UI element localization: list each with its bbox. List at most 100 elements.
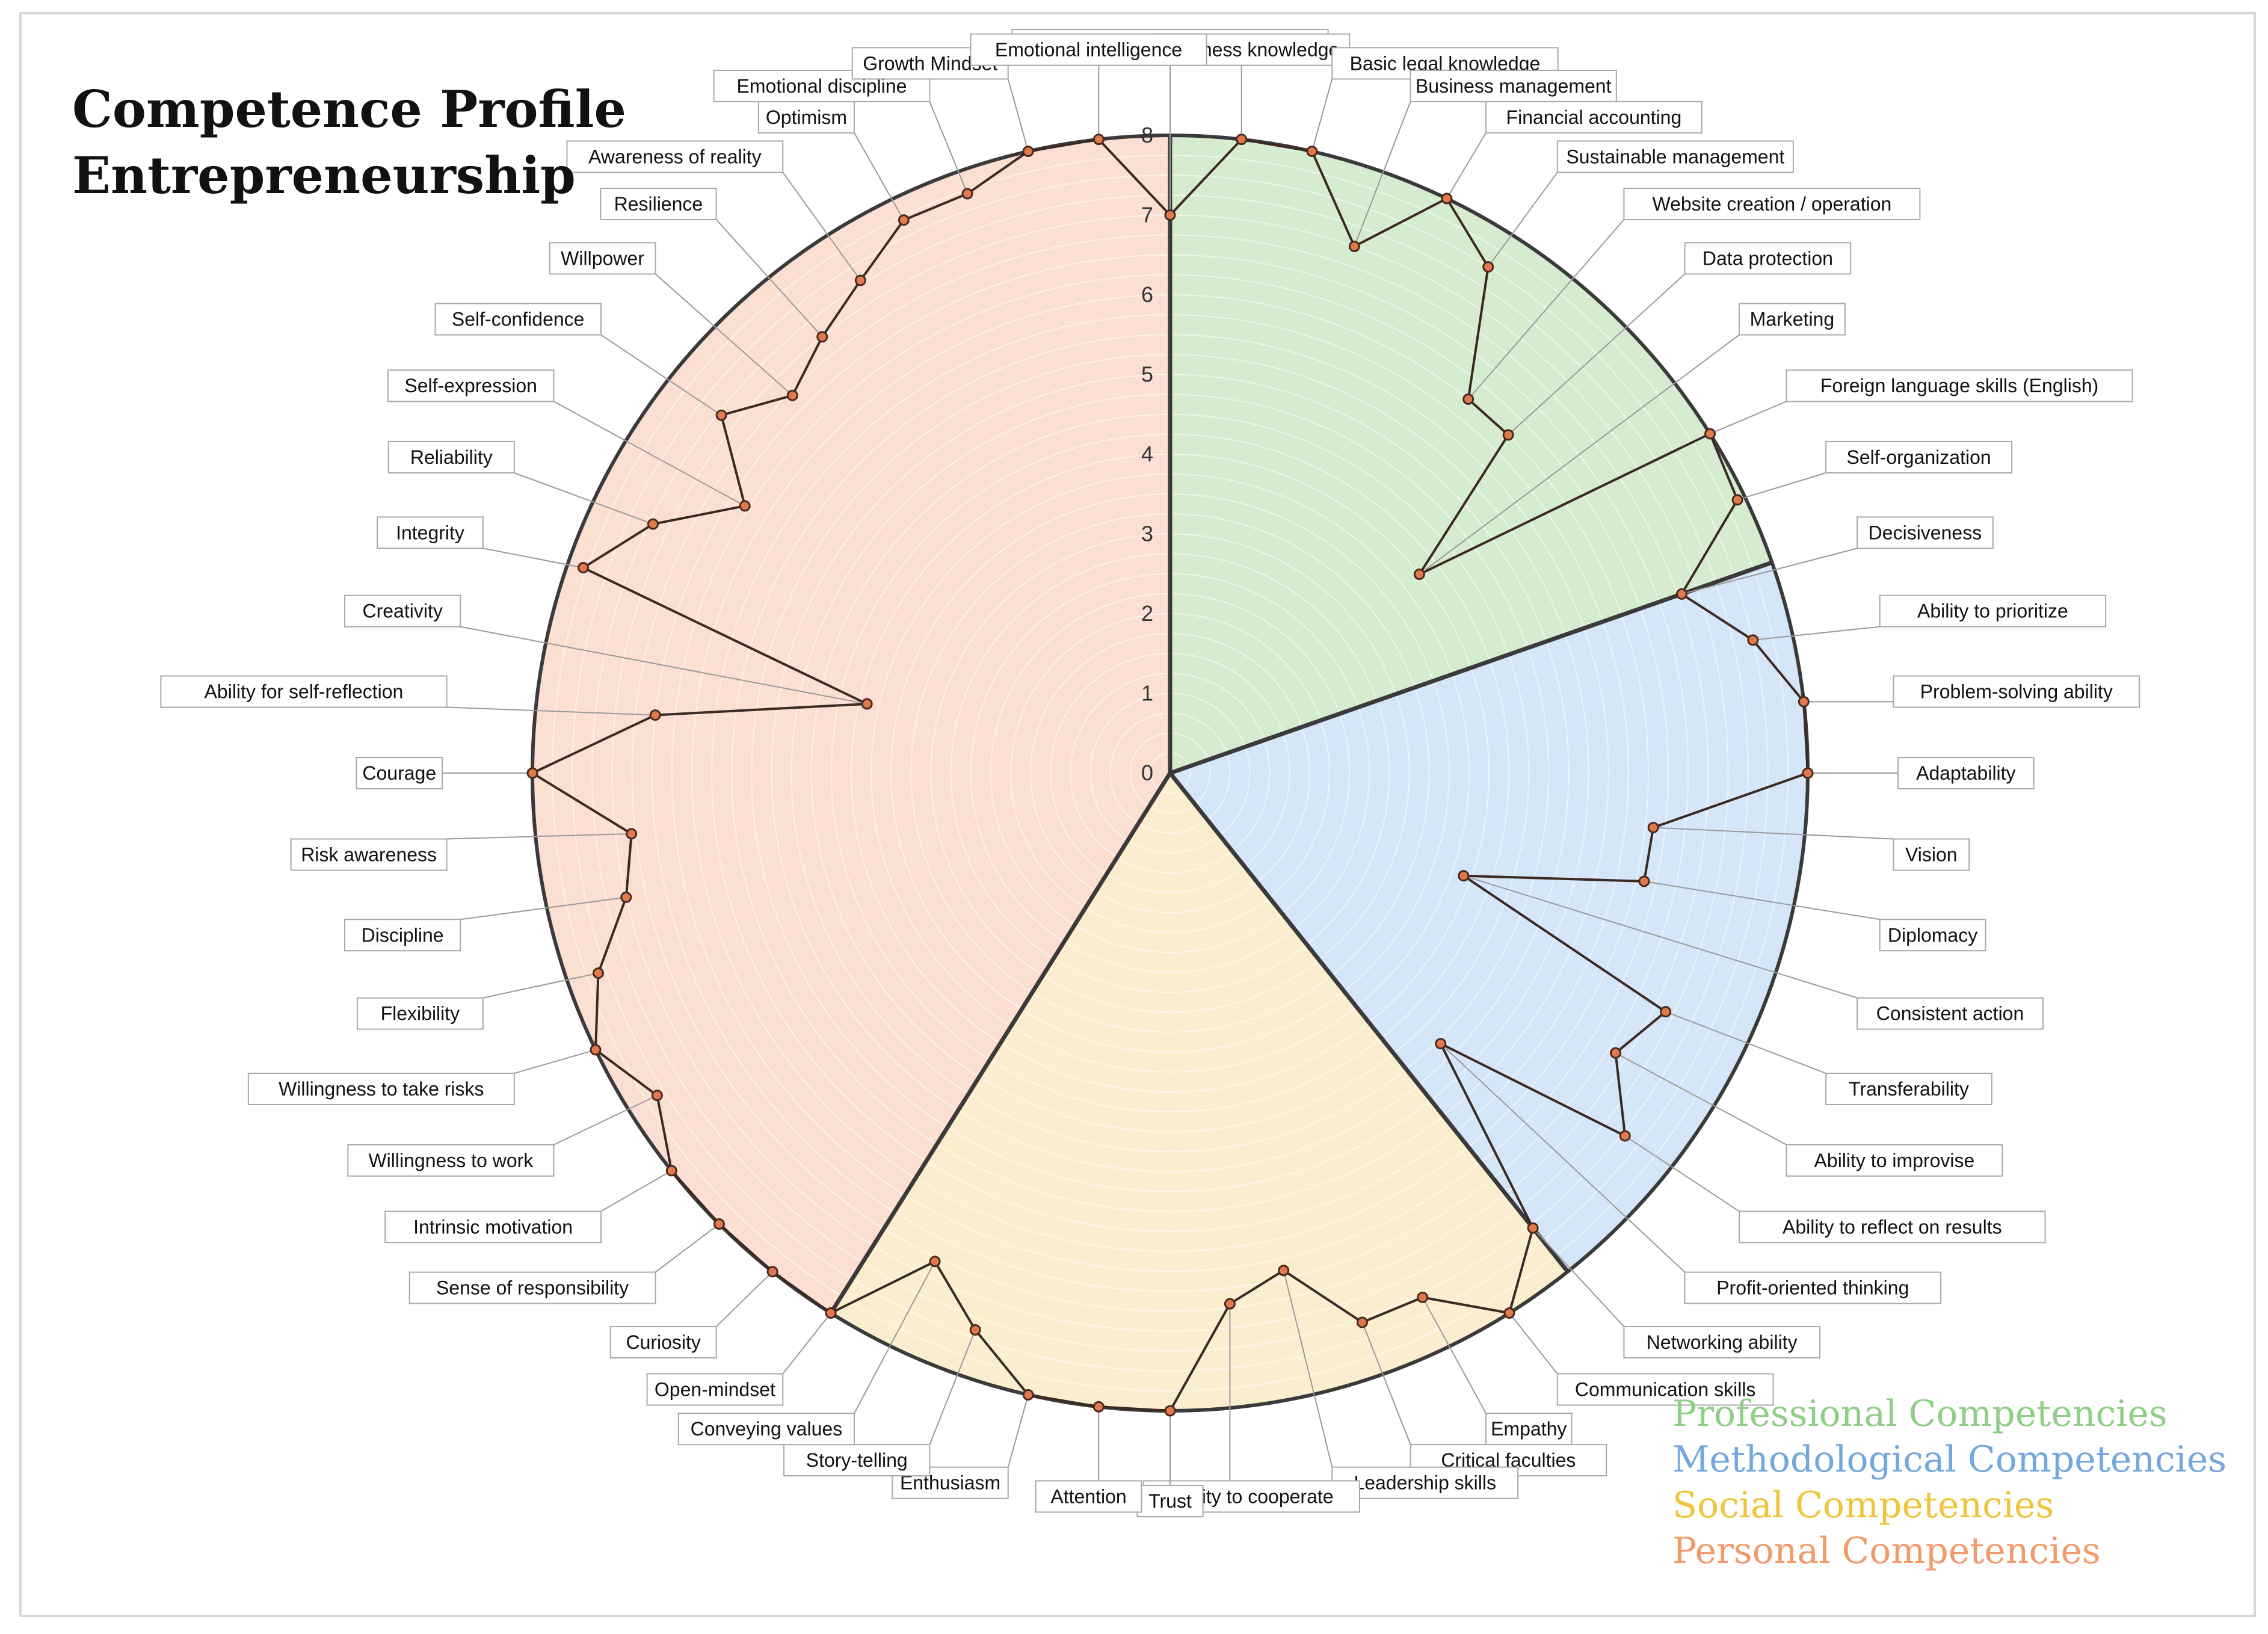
leader-line: [1440, 1043, 1686, 1273]
label-integrity: Integrity: [396, 522, 464, 543]
label-box: [1739, 1210, 2046, 1244]
data-point-critical-faculties: [1356, 1316, 1368, 1328]
data-point-ability-for-self-reflection: [649, 709, 661, 721]
data-point-problem-solving-ability: [1798, 695, 1810, 708]
data-point-emotional-discipline: [961, 188, 973, 200]
label-box: [1879, 919, 1986, 952]
leader-line: [1419, 334, 1740, 575]
leader-line: [1422, 1296, 1487, 1414]
data-point-communication-skills: [1503, 1307, 1515, 1319]
data-point-ability-to-reflect-on-results: [1619, 1130, 1631, 1142]
label-box: [434, 303, 602, 336]
label-profit-oriented-thinking: Profit-oriented thinking: [1716, 1277, 1909, 1299]
data-point-willingness-to-take-risks: [590, 1044, 602, 1056]
data-point-data-protection: [1502, 429, 1514, 441]
leader-line: [446, 706, 656, 716]
label-box: [1893, 838, 1970, 871]
label-box: [387, 441, 515, 474]
data-point-attention: [1092, 1401, 1105, 1413]
label-box: [1331, 1466, 1519, 1499]
leader-line: [460, 626, 867, 704]
label-self-expression: Self-expression: [404, 375, 537, 396]
data-point-self-expression: [739, 500, 751, 512]
label-box: [1684, 242, 1852, 275]
label-conveying-values: Conveying values: [691, 1418, 843, 1440]
label-box: [387, 369, 555, 402]
label-ability-to-prioritize: Ability to prioritize: [1917, 600, 2068, 622]
sector-divider: [1169, 560, 1773, 775]
label-box: [757, 100, 855, 134]
data-point-sense-of-responsibility: [713, 1218, 725, 1230]
label-data-protection: Data protection: [1703, 247, 1833, 269]
leader-line: [1615, 1052, 1787, 1145]
label-box: [646, 1373, 784, 1406]
label-box: [290, 838, 448, 871]
label-trust: Trust: [1148, 1490, 1192, 1512]
leader-line: [1624, 1135, 1740, 1212]
label-box: [408, 1271, 656, 1304]
label-box: [783, 1444, 931, 1477]
leader-line: [854, 1261, 935, 1414]
label-willpower: Willpower: [561, 247, 644, 269]
leader-line: [482, 547, 584, 569]
label-box: [1035, 1480, 1142, 1513]
data-point-diplomacy: [1638, 875, 1650, 887]
leader-line: [1446, 132, 1487, 199]
data-point-story-telling: [969, 1324, 981, 1336]
radial-tick-label: 1: [1141, 681, 1153, 706]
data-point-willpower: [786, 389, 798, 401]
leader-line: [514, 472, 653, 525]
sector-methodological-competencies: [1170, 562, 1808, 1272]
data-point-self-confidence: [715, 409, 727, 421]
leader-line: [553, 1094, 658, 1145]
label-box: [384, 1210, 602, 1244]
label-box: [1786, 1144, 2003, 1177]
data-point-creativity: [861, 698, 873, 710]
leader-line: [514, 1049, 596, 1074]
label-box: [347, 1144, 555, 1177]
leader-line: [1467, 219, 1625, 400]
data-point-profit-oriented-thinking: [1435, 1038, 1447, 1050]
data-point-business-knowledge: [1236, 134, 1248, 146]
data-point-leadership-skills: [1278, 1265, 1290, 1277]
label-box: [1623, 1326, 1820, 1359]
label-leadership-skills: Leadership skills: [1354, 1472, 1496, 1494]
data-point-conveying-values: [929, 1256, 941, 1268]
label-box: [1485, 1413, 1573, 1446]
label-box: [1786, 369, 2133, 402]
data-point-ability-to-improvise: [1609, 1047, 1621, 1059]
label-foreign-language-skills-english: Foreign language skills (English): [1820, 375, 2098, 396]
radial-tick-label: 8: [1141, 123, 1153, 147]
label-creativity: Creativity: [362, 600, 442, 622]
label-box: [356, 757, 443, 789]
label-box: [1623, 187, 1921, 220]
leader-line: [1508, 273, 1686, 436]
label-resilience: Resilience: [614, 193, 703, 215]
label-willingness-to-take-risks: Willingness to take risks: [279, 1078, 484, 1100]
data-point-individual-professional-skills: [1164, 209, 1176, 221]
label-box: [247, 1072, 515, 1105]
label-box: [377, 516, 484, 549]
leader-line: [1532, 1227, 1625, 1327]
data-point-willingness-to-work: [651, 1090, 663, 1102]
label-ability-to-improvise: Ability to improvise: [1814, 1150, 1975, 1171]
label-emotional-intelligence: Emotional intelligence: [995, 39, 1182, 61]
label-vision: Vision: [1905, 843, 1958, 865]
radial-tick-label: 5: [1141, 362, 1153, 387]
sector-divider: [1168, 771, 1570, 1273]
label-courage: Courage: [362, 762, 436, 784]
label-box: [1410, 69, 1617, 102]
label-box: [600, 187, 717, 220]
label-box: [1556, 1373, 1774, 1406]
data-point-foreign-language-skills-english: [1704, 428, 1716, 440]
label-box: [1879, 594, 2107, 627]
data-point-emotional-intelligence: [1092, 134, 1105, 146]
label-box: [549, 242, 656, 275]
label-sustainable-management: Sustainable management: [1566, 146, 1784, 167]
label-transferability: Transferability: [1849, 1078, 1969, 1100]
radial-tick-label: 7: [1141, 203, 1153, 227]
data-point-adaptability: [1802, 767, 1814, 779]
leader-line: [715, 219, 823, 338]
label-adaptability: Adaptability: [1916, 762, 2015, 784]
